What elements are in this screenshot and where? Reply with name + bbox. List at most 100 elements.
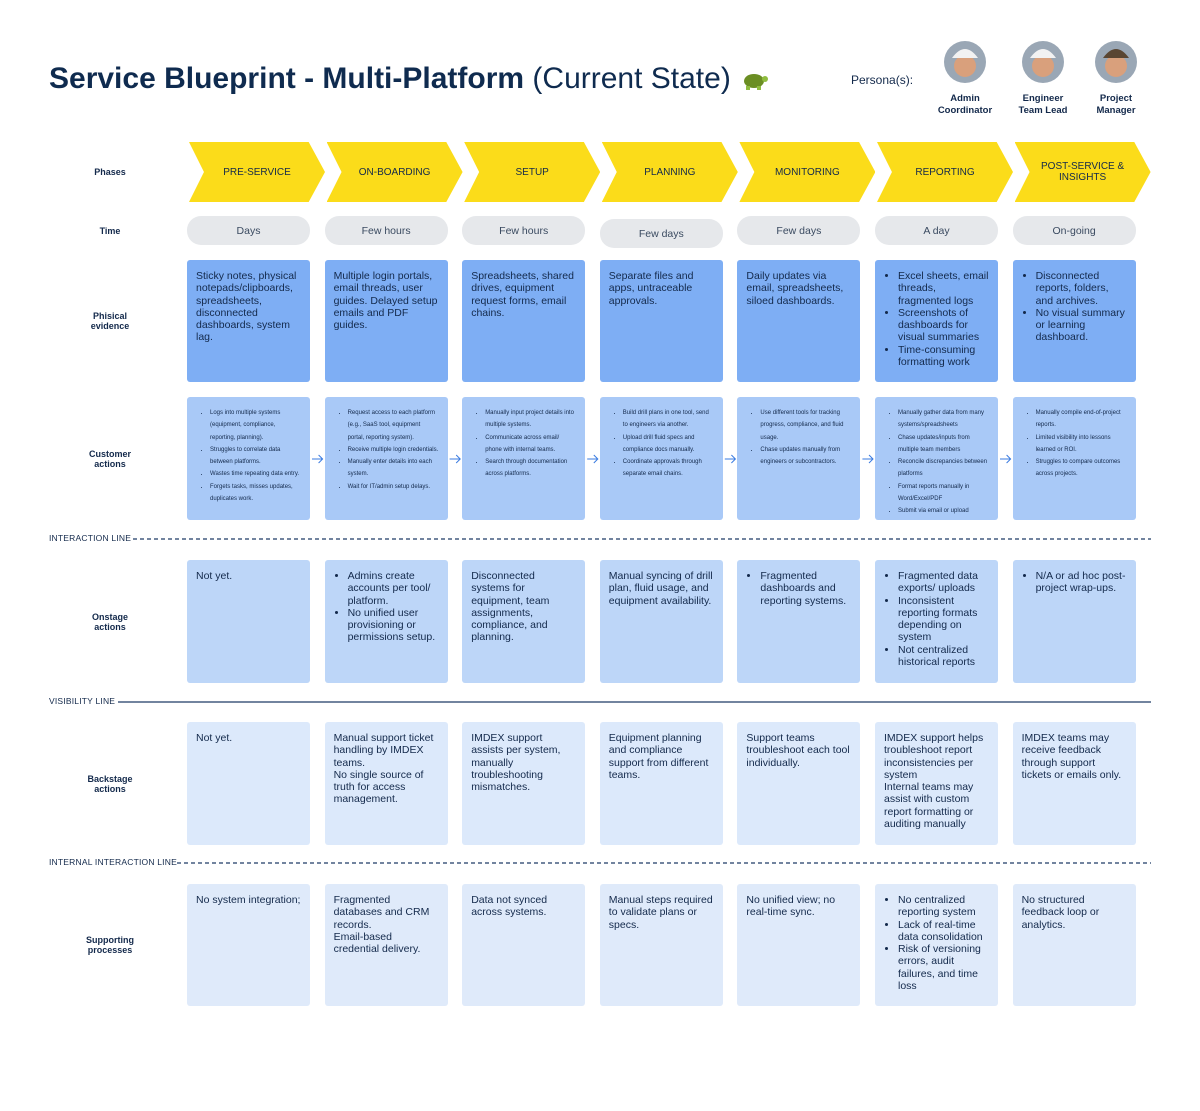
time-pill: Days bbox=[187, 216, 310, 245]
phase-chevron: POST-SERVICE & INSIGHTS bbox=[1014, 142, 1151, 202]
phase-chevron: PLANNING bbox=[601, 142, 738, 202]
card-text: Disconnected systems for equipment, team… bbox=[471, 570, 550, 644]
onstage-actions-card: N/A or ad hoc post-project wrap-ups. bbox=[1012, 560, 1136, 683]
bullet-list: No centralized reporting systemLack of r… bbox=[884, 894, 989, 992]
time-pill: Few hours bbox=[324, 216, 448, 245]
onstage-actions-card: Not yet. bbox=[187, 560, 310, 683]
subtitle: (Current State) bbox=[532, 62, 731, 95]
bullet-item: Reconcile discrepancies between platform… bbox=[898, 456, 989, 481]
bullet-list: Manually gather data from many systems/s… bbox=[884, 407, 989, 518]
physical-evidence-card: Daily updates via email, spreadsheets, s… bbox=[737, 260, 861, 382]
time-pill: On-going bbox=[1012, 216, 1136, 245]
time-pill: Few hours bbox=[462, 216, 586, 245]
card-text: Data not synced across systems. bbox=[471, 894, 548, 919]
card-text: Fragmented databases and CRM records. Em… bbox=[333, 894, 430, 956]
persona-face bbox=[1032, 55, 1054, 77]
backstage-actions-card: Equipment planning and compliance suppor… bbox=[599, 722, 723, 845]
bullet-list: Admins create accounts per tool/ platfor… bbox=[334, 570, 439, 644]
bullet-item: Fragmented dashboards and reporting syst… bbox=[760, 570, 851, 607]
supporting-processes-card: Fragmented databases and CRM records. Em… bbox=[324, 884, 448, 1006]
persona-name: Engineer Team Lead bbox=[1018, 93, 1068, 116]
phase-chevron: SETUP bbox=[464, 142, 601, 202]
customer-actions-card: Logs into multiple systems (equipment, c… bbox=[187, 397, 310, 520]
onstage-actions-card: Manual syncing of drill plan, fluid usag… bbox=[599, 560, 723, 683]
backstage-actions-card: Not yet. bbox=[187, 722, 310, 845]
bullet-item: Admins create accounts per tool/ platfor… bbox=[348, 570, 439, 607]
physical-evidence-card: Sticky notes, physical notepads/clipboar… bbox=[187, 260, 310, 382]
persona-hat bbox=[952, 49, 978, 58]
card-text: Sticky notes, physical notepads/clipboar… bbox=[196, 270, 297, 344]
bullet-item: Format reports manually in Word/Excel/PD… bbox=[898, 481, 989, 506]
supporting-processes-card: No centralized reporting systemLack of r… bbox=[875, 884, 998, 1006]
card-text: Manual support ticket handling by IMDEX … bbox=[333, 732, 434, 806]
bullet-list: Logs into multiple systems (equipment, c… bbox=[196, 407, 301, 505]
phase-chevron: MONITORING bbox=[739, 142, 876, 202]
card-text: No unified view; no real-time sync. bbox=[746, 894, 836, 919]
bullet-list: Fragmented data exports/ uploadsInconsis… bbox=[884, 570, 989, 668]
bullet-item: Manually enter details into each system. bbox=[348, 456, 439, 481]
bullet-item: Disconnected reports, folders, and archi… bbox=[1036, 270, 1127, 307]
bullet-item: Time-consuming formatting work bbox=[898, 344, 989, 369]
onstage-actions-card: Fragmented data exports/ uploadsInconsis… bbox=[875, 560, 998, 683]
supporting-processes-card: No unified view; no real-time sync. bbox=[737, 884, 861, 1006]
card-text: Equipment planning and compliance suppor… bbox=[608, 732, 709, 781]
bullet-item: Logs into multiple systems (equipment, c… bbox=[210, 407, 301, 444]
customer-actions-card: Manually gather data from many systems/s… bbox=[875, 397, 998, 520]
bullet-item: Chase updates/inputs from multiple team … bbox=[898, 432, 989, 457]
customer-actions-card: Request access to each platform (e.g., S… bbox=[324, 397, 448, 520]
flow-arrow-head bbox=[318, 454, 324, 464]
card-text: Spreadsheets, shared drives, equipment r… bbox=[471, 270, 574, 319]
onstage-actions-card: Disconnected systems for equipment, team… bbox=[462, 560, 586, 683]
physical-evidence-card: Disconnected reports, folders, and archi… bbox=[1012, 260, 1136, 382]
bullet-list: Disconnected reports, folders, and archi… bbox=[1022, 270, 1127, 344]
row-label: Phases bbox=[94, 167, 126, 177]
line-label: VISIBILITY LINE bbox=[49, 696, 116, 706]
card-text: No system integration; bbox=[196, 894, 301, 906]
bullet-item: Request access to each platform (e.g., S… bbox=[348, 407, 439, 444]
physical-evidence-card: Multiple login portals, email threads, u… bbox=[324, 260, 448, 382]
bullet-item: Build drill plans in one tool, send to e… bbox=[623, 407, 714, 432]
row-label: Backstage actions bbox=[87, 773, 133, 794]
backstage-actions-card: Support teams troubleshoot each tool ind… bbox=[737, 722, 861, 845]
bullet-list: Build drill plans in one tool, send to e… bbox=[609, 407, 714, 481]
card-text: Separate files and apps, untraceable app… bbox=[608, 270, 694, 307]
card-text: Support teams troubleshoot each tool ind… bbox=[746, 732, 850, 769]
card-text: IMDEX support helps troubleshoot report … bbox=[884, 732, 984, 831]
bullet-item: Not centralized historical reports bbox=[898, 644, 989, 669]
card-text: IMDEX teams may receive feedback through… bbox=[1021, 732, 1122, 781]
bullet-item: Risk of versioning errors, audit failure… bbox=[898, 943, 989, 992]
time-pill: A day bbox=[875, 216, 998, 245]
bullet-item: Lack of real-time data consolidation bbox=[898, 919, 989, 944]
backstage-actions-card: IMDEX support helps troubleshoot report … bbox=[875, 722, 998, 845]
bullet-item: Wastes time repeating data entry. bbox=[210, 468, 301, 480]
persona-name: Admin Coordinator bbox=[937, 93, 993, 116]
card-text: Manual syncing of drill plan, fluid usag… bbox=[608, 570, 713, 607]
backstage-actions-card: IMDEX teams may receive feedback through… bbox=[1012, 722, 1136, 845]
bullet-item: Receive multiple login credentials. bbox=[348, 444, 439, 456]
persona-hat bbox=[1030, 49, 1056, 58]
bullet-item: Forgets tasks, misses updates, duplicate… bbox=[210, 481, 301, 506]
bullet-item: Inconsistent reporting formats depending… bbox=[898, 595, 989, 644]
bullet-item: Wait for IT/admin setup delays. bbox=[348, 481, 439, 493]
persona-name: Project Manager bbox=[1096, 93, 1136, 116]
card-text: Not yet. bbox=[196, 732, 233, 744]
supporting-processes-card: Data not synced across systems. bbox=[462, 884, 586, 1006]
card-text: Not yet. bbox=[196, 570, 233, 582]
phase-chevron: ON-BOARDING bbox=[326, 142, 463, 202]
bullet-item: Manually gather data from many systems/s… bbox=[898, 407, 989, 432]
flow-arrow-head bbox=[593, 454, 599, 464]
flow-arrow-head bbox=[731, 454, 737, 464]
bullet-item: No unified user provisioning or permissi… bbox=[348, 607, 439, 644]
card-text: IMDEX support assists per system, manual… bbox=[471, 732, 561, 794]
physical-evidence-card: Excel sheets, email threads, fragmented … bbox=[875, 260, 998, 382]
bullet-item: Fragmented data exports/ uploads bbox=[898, 570, 989, 595]
title: Service Blueprint - Multi-Platform bbox=[49, 62, 525, 95]
row-label: Onstage actions bbox=[91, 611, 128, 632]
card-text: No structured feedback loop or analytics… bbox=[1021, 894, 1100, 931]
backstage-actions-card: IMDEX support assists per system, manual… bbox=[462, 722, 586, 845]
bullet-item: Struggles to correlate data between plat… bbox=[210, 444, 301, 469]
title-block: Service Blueprint - Multi-Platform (Curr… bbox=[49, 62, 769, 96]
supporting-processes-card: No structured feedback loop or analytics… bbox=[1012, 884, 1136, 1006]
